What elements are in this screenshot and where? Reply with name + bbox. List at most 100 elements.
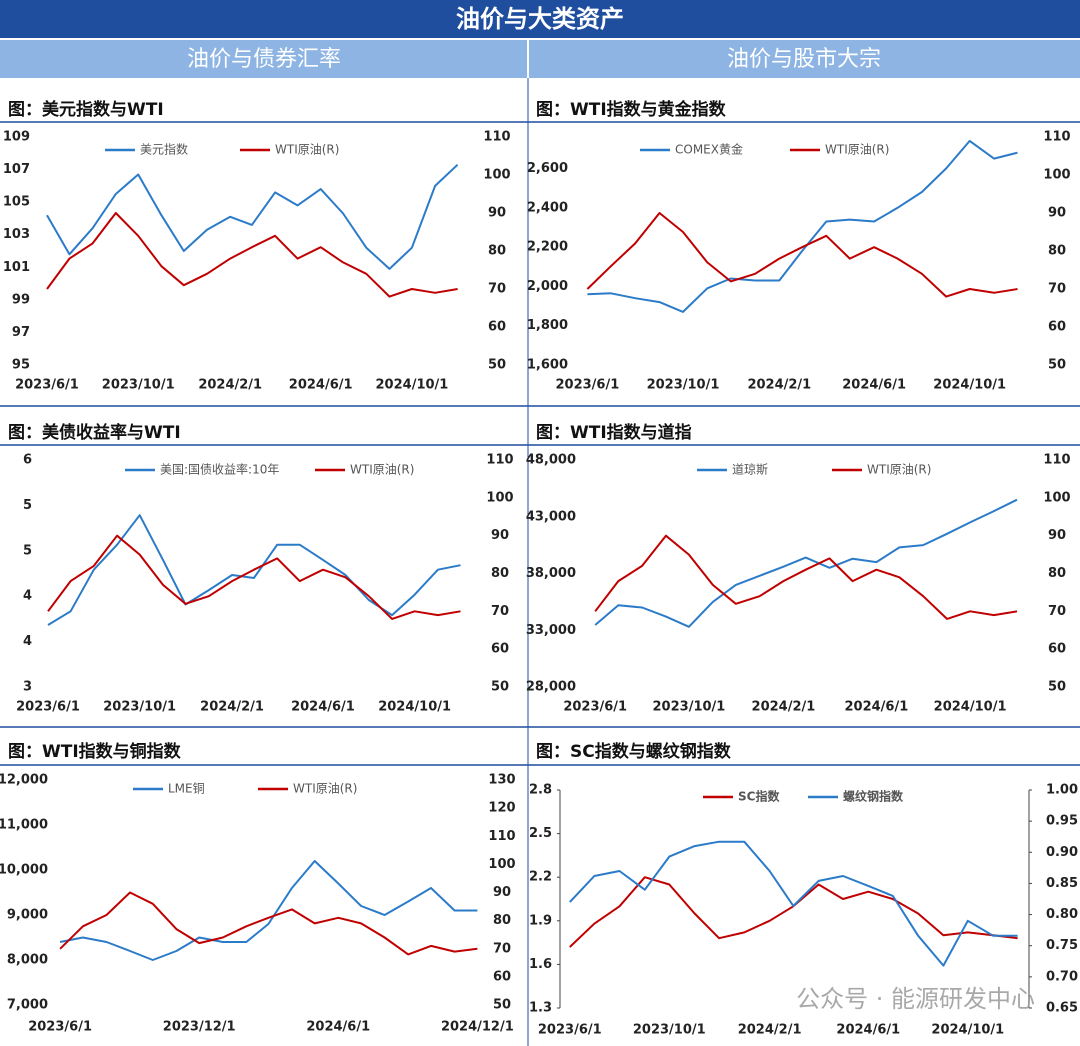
y2-tick-label: 50 [491, 680, 509, 695]
y-tick-label: 95 [12, 358, 30, 373]
y-tick-label: 1,600 [527, 358, 568, 373]
series-line [587, 139, 1018, 313]
legend-label: WTI原油(R) [825, 143, 889, 157]
y2-tick-label: 70 [488, 282, 506, 297]
legend-label: 美国:国债收益率:10年 [160, 462, 279, 477]
y-tick-label: 4 [23, 589, 32, 604]
x-tick-label: 2024/6/1 [291, 700, 355, 715]
chart-title: 图：SC指数与螺纹钢指数 [536, 741, 732, 762]
y2-tick-label: 130 [488, 773, 515, 788]
series-line [46, 163, 459, 270]
x-tick-label: 2024/2/1 [752, 700, 816, 715]
x-tick-label: 2024/2/1 [738, 1023, 802, 1038]
y-tick-label: 33,000 [526, 623, 576, 638]
legend-label: WTI原油(R) [350, 463, 414, 477]
chart-title: 图：美债收益率与WTI [8, 422, 181, 443]
x-tick-label: 2024/10/1 [931, 1023, 1004, 1038]
y-tick-label: 12,000 [0, 773, 48, 788]
y2-tick-label: 50 [1048, 358, 1066, 373]
x-tick-label: 2024/6/1 [844, 700, 908, 715]
y2-tick-label: 50 [1048, 680, 1066, 695]
y-tick-label: 1,800 [527, 318, 568, 333]
y-tick-label: 28,000 [526, 680, 576, 695]
y-tick-label: 1.3 [529, 1001, 552, 1016]
y-tick-label: 103 [3, 227, 30, 242]
x-tick-label: 2023/6/1 [538, 1023, 602, 1038]
series-line [569, 876, 1018, 948]
y2-tick-label: 60 [493, 969, 511, 984]
y-tick-label: 38,000 [526, 566, 576, 581]
x-tick-label: 2024/6/1 [289, 378, 353, 393]
legend-label: WTI原油(R) [275, 143, 339, 157]
y-tick-label: 5 [23, 498, 32, 513]
y2-tick-label: 80 [491, 566, 509, 581]
y-tick-label: 9,000 [7, 908, 48, 923]
y2-tick-label: 110 [486, 453, 513, 468]
y2-tick-label: 90 [493, 885, 511, 900]
y2-tick-label: 50 [488, 358, 506, 373]
x-tick-label: 2023/6/1 [15, 378, 79, 393]
header-title: 油价与大类资产 [456, 5, 624, 33]
y-tick-label: 2,600 [527, 161, 568, 176]
watermark: 公众号 · 能源研发中心 [796, 985, 1035, 1013]
x-tick-label: 2023/6/1 [16, 700, 80, 715]
series-line [47, 514, 461, 626]
y-tick-label: 105 [3, 195, 30, 210]
x-tick-label: 2024/10/1 [934, 700, 1007, 715]
y2-tick-label: 50 [493, 998, 511, 1013]
y2-tick-label: 60 [1048, 642, 1066, 657]
x-tick-label: 2024/10/1 [376, 378, 449, 393]
y-tick-label: 99 [12, 292, 30, 307]
y2-tick-label: 90 [1048, 206, 1066, 221]
chart-title: 图：美元指数与WTI [8, 99, 164, 120]
y2-tick-label: 0.75 [1046, 938, 1078, 953]
y-tick-label: 3 [23, 680, 32, 695]
legend-label: SC指数 [738, 789, 780, 804]
x-tick-label: 2024/12/1 [441, 1020, 514, 1035]
y-tick-label: 48,000 [526, 453, 576, 468]
y2-tick-label: 60 [488, 320, 506, 335]
y2-tick-label: 60 [1048, 320, 1066, 335]
y-tick-label: 107 [3, 162, 30, 177]
y2-tick-label: 0.90 [1046, 845, 1078, 860]
x-tick-label: 2024/10/1 [378, 700, 451, 715]
y-tick-label: 109 [3, 130, 30, 145]
y-tick-label: 11,000 [0, 818, 48, 833]
y2-tick-label: 0.85 [1046, 876, 1078, 891]
x-tick-label: 2024/2/1 [200, 700, 264, 715]
y2-tick-label: 110 [1043, 130, 1070, 145]
legend-label: 美元指数 [140, 142, 188, 157]
legend-label: WTI原油(R) [293, 782, 357, 796]
y2-tick-label: 60 [491, 642, 509, 657]
y-tick-label: 1.9 [529, 913, 552, 928]
series-line [59, 860, 478, 961]
section-title: 油价与股市大宗 [727, 47, 881, 72]
y-tick-label: 101 [3, 260, 30, 275]
y2-tick-label: 100 [1043, 168, 1070, 183]
legend-label: LME铜 [168, 781, 205, 796]
y2-tick-label: 80 [488, 244, 506, 259]
header-bar [0, 0, 1080, 38]
series-line [59, 891, 478, 956]
y2-tick-label: 100 [488, 857, 515, 872]
series-line [569, 840, 1018, 967]
y-tick-label: 97 [12, 325, 30, 340]
y-tick-label: 7,000 [7, 998, 48, 1013]
y2-tick-label: 0.95 [1046, 814, 1078, 829]
legend-label: 螺纹钢指数 [843, 789, 904, 804]
series-line [47, 534, 461, 620]
x-tick-label: 2023/6/1 [556, 378, 620, 393]
section-bar [0, 40, 527, 78]
y2-tick-label: 0.70 [1046, 969, 1078, 984]
y-tick-label: 2.5 [529, 826, 552, 841]
y-tick-label: 2.2 [529, 870, 552, 885]
legend-label: 道琼斯 [732, 462, 768, 477]
y-tick-label: 5 [23, 543, 32, 558]
y-tick-label: 6 [23, 453, 32, 468]
legend-label: WTI原油(R) [867, 463, 931, 477]
chart-title: 图：WTI指数与黄金指数 [536, 99, 727, 120]
x-tick-label: 2023/10/1 [647, 378, 720, 393]
y2-tick-label: 100 [1043, 490, 1070, 505]
y2-tick-label: 80 [1048, 566, 1066, 581]
series-line [594, 498, 1018, 628]
